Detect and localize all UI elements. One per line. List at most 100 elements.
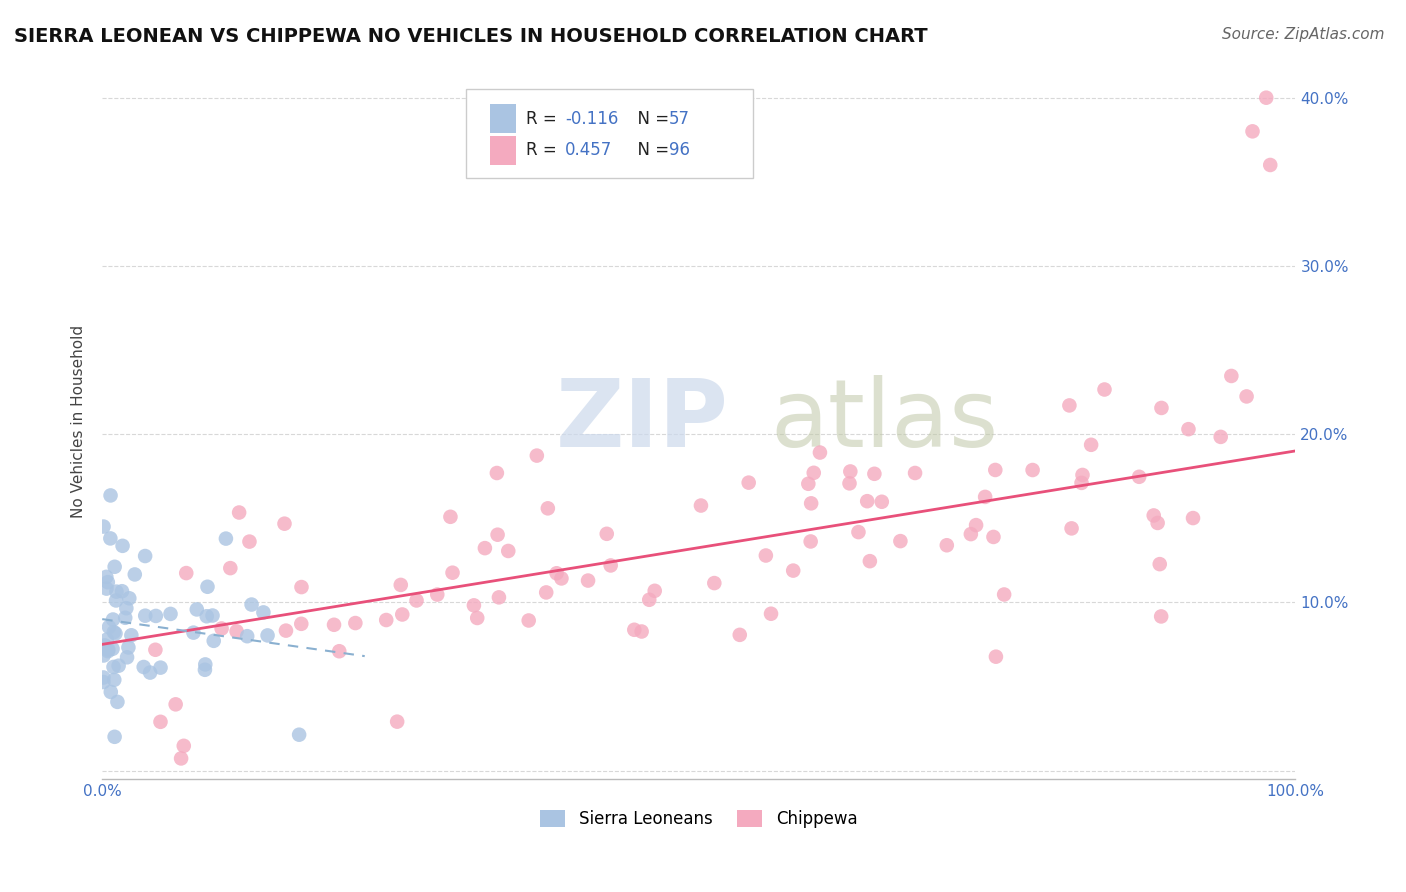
Text: N =: N = [627, 141, 675, 160]
Point [111, 584, 134, 599]
Point [215, 532, 238, 546]
Point [1177, 422, 1199, 436]
Point [426, 588, 449, 602]
Point [290, 616, 312, 631]
Point [1094, 383, 1116, 397]
Point [159, 607, 181, 621]
Point [904, 466, 927, 480]
Point [1150, 401, 1173, 415]
Point [201, 608, 224, 623]
Point [97, 642, 120, 657]
Point [96, 582, 118, 596]
Point [1220, 368, 1243, 383]
Point [103, 660, 125, 674]
Point [759, 607, 782, 621]
Point [488, 591, 510, 605]
Point [375, 613, 398, 627]
Point [145, 642, 167, 657]
Point [385, 714, 408, 729]
Point [225, 624, 247, 639]
Text: 0.457: 0.457 [565, 141, 613, 160]
Point [441, 566, 464, 580]
Point [728, 628, 751, 642]
Point [173, 739, 195, 753]
Point [1182, 511, 1205, 525]
Point [486, 527, 509, 541]
Point [1059, 399, 1081, 413]
Point [105, 584, 128, 599]
Point [323, 617, 346, 632]
Point [856, 494, 879, 508]
Point [474, 541, 496, 555]
Point [94, 639, 117, 653]
Point [134, 549, 156, 563]
Point [105, 593, 128, 607]
Point [134, 608, 156, 623]
Point [1236, 389, 1258, 403]
Point [1128, 470, 1150, 484]
Point [1209, 430, 1232, 444]
FancyBboxPatch shape [467, 89, 752, 178]
Point [174, 566, 197, 580]
Point [690, 499, 713, 513]
Point [1071, 467, 1094, 482]
Point [101, 613, 124, 627]
Y-axis label: No Vehicles in Household: No Vehicles in Household [72, 325, 86, 518]
Point [703, 576, 725, 591]
Text: atlas: atlas [770, 376, 998, 467]
Point [117, 640, 139, 655]
Point [391, 607, 413, 622]
Point [803, 466, 825, 480]
Point [623, 623, 645, 637]
Text: Source: ZipAtlas.com: Source: ZipAtlas.com [1222, 27, 1385, 42]
Point [800, 534, 823, 549]
Point [139, 665, 162, 680]
Point [97, 620, 120, 634]
Point [93, 670, 115, 684]
Point [993, 587, 1015, 601]
Point [115, 650, 138, 665]
Point [195, 609, 218, 624]
Point [256, 628, 278, 642]
Point [859, 554, 882, 568]
Point [983, 530, 1005, 544]
Point [1258, 158, 1281, 172]
FancyBboxPatch shape [491, 104, 516, 133]
Point [104, 559, 127, 574]
Point [228, 506, 250, 520]
Text: ZIP: ZIP [555, 376, 728, 467]
Point [252, 606, 274, 620]
Point [1080, 438, 1102, 452]
Point [219, 561, 242, 575]
Point [274, 624, 297, 638]
Point [1256, 91, 1278, 105]
Point [93, 675, 115, 690]
Point [485, 466, 508, 480]
Point [107, 658, 129, 673]
Text: R =: R = [526, 110, 562, 128]
Point [644, 583, 666, 598]
Point [211, 622, 233, 636]
Text: 96: 96 [669, 141, 690, 160]
Point [576, 574, 599, 588]
Point [194, 663, 217, 677]
Point [638, 592, 661, 607]
Point [96, 632, 118, 647]
Point [800, 496, 823, 510]
Point [288, 728, 311, 742]
Point [194, 657, 217, 672]
Point [960, 527, 983, 541]
Point [183, 625, 205, 640]
Point [1021, 463, 1043, 477]
Point [755, 549, 778, 563]
Point [465, 611, 488, 625]
Point [149, 660, 172, 674]
Text: N =: N = [627, 110, 675, 128]
Point [186, 602, 208, 616]
Point [848, 525, 870, 540]
Point [104, 626, 127, 640]
Point [101, 641, 124, 656]
Point [838, 476, 860, 491]
Point [974, 490, 997, 504]
Point [537, 501, 560, 516]
